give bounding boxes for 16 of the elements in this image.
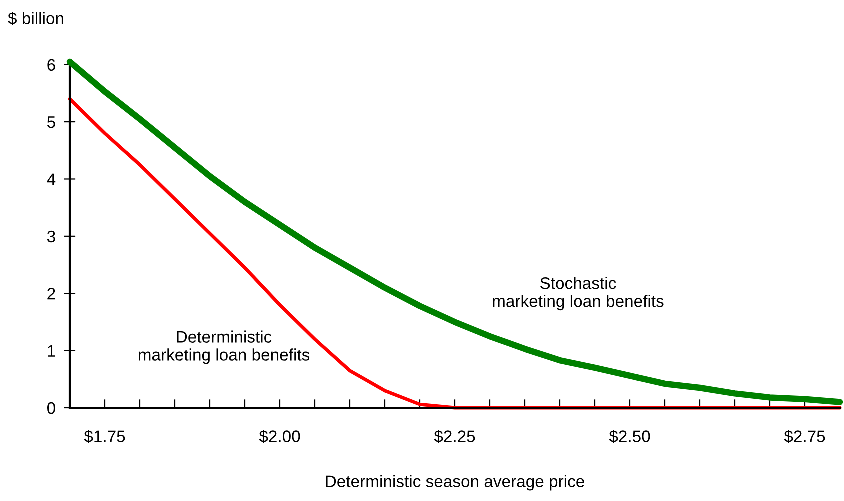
x-tick-label: $2.75	[784, 430, 826, 444]
y-tick-label: 3	[47, 230, 56, 243]
x-tick-label: $2.00	[259, 430, 300, 444]
y-tick-label: 1	[48, 345, 56, 357]
y-tick-label: 5	[48, 116, 56, 128]
series-label: Deterministic marketing loan benefits	[138, 330, 310, 364]
x-tick-label: $1.75	[84, 430, 126, 444]
x-tick-label: $2.25	[434, 430, 476, 444]
series-label: Stochastic marketing loan benefits	[493, 277, 664, 311]
x-tick-label: $2.50	[609, 430, 650, 444]
y-tick-label: 4	[47, 174, 56, 186]
y-tick-label: 0	[47, 402, 56, 414]
x-axis-title: Deterministic season average price	[326, 475, 584, 491]
y-tick-label: 2	[48, 288, 56, 300]
y-tick-label: 6	[48, 59, 56, 72]
y-axis-title: $ billion	[8, 12, 64, 26]
